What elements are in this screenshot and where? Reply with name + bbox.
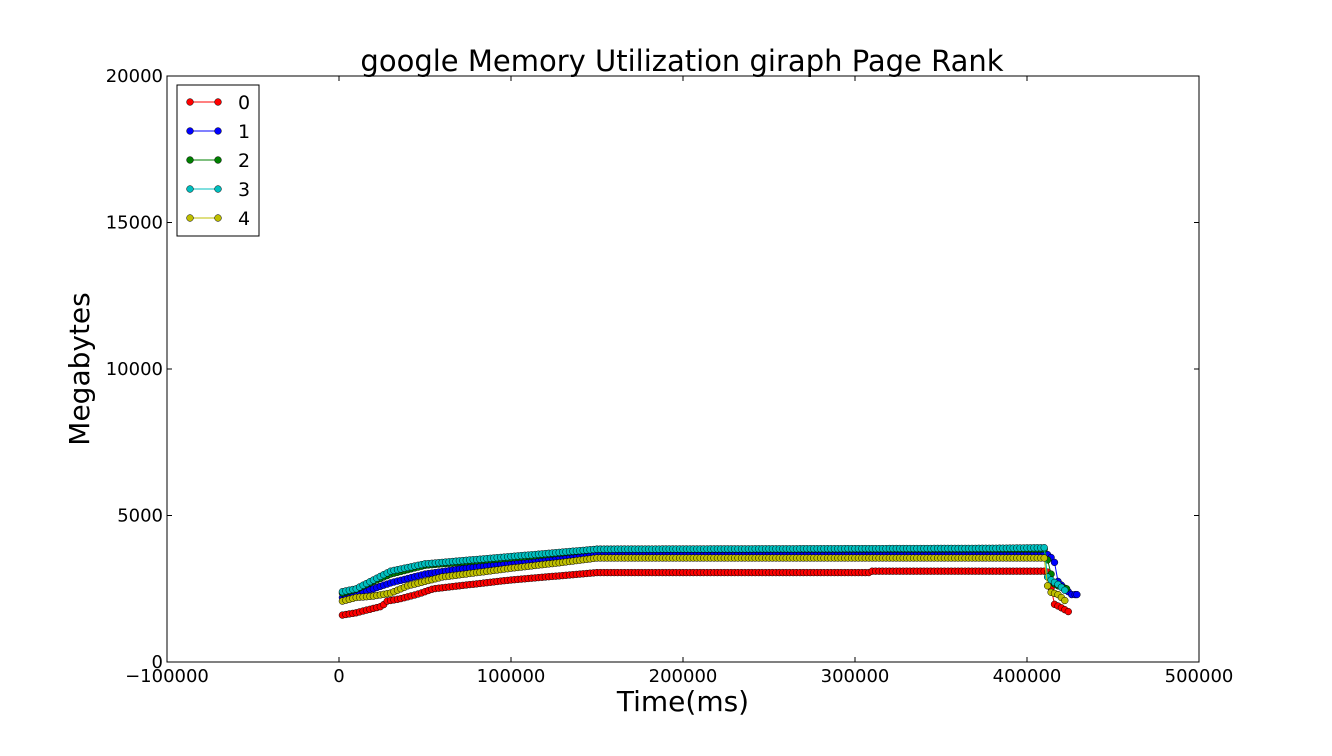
legend-label: 2 <box>238 150 250 172</box>
legend-label: 1 <box>238 121 250 143</box>
legend: 0 1 2 3 4 <box>176 84 260 237</box>
x-tick-label: 0 <box>333 666 344 687</box>
legend-marker <box>186 127 194 135</box>
x-tick-label: −100000 <box>125 666 209 687</box>
data-point-series-3 <box>1061 586 1069 594</box>
plot-area: −100000 0 100000 200000 300000 400000 50000005… <box>106 66 1234 687</box>
legend-item-4: 4 <box>186 208 250 230</box>
legend-item-1: 1 <box>186 121 250 143</box>
legend-marker <box>214 185 222 193</box>
legend-marker <box>186 214 194 222</box>
y-tick-label: 5000 <box>117 506 163 527</box>
legend-item-2: 2 <box>186 150 250 172</box>
x-tick-label: 500000 <box>1165 666 1234 687</box>
data-point-series-1 <box>1050 558 1059 567</box>
legend-label: 3 <box>238 179 250 201</box>
x-tick-label: 100000 <box>477 666 546 687</box>
legend-marker <box>214 156 222 164</box>
series-0 <box>338 567 1072 619</box>
data-point-series-0 <box>1064 607 1072 616</box>
legend-item-0: 0 <box>186 92 250 114</box>
data-point-series-4 <box>1040 554 1048 562</box>
data-point-series-1 <box>1073 590 1081 599</box>
legend-marker <box>214 98 222 106</box>
y-tick-label: 20000 <box>106 66 163 87</box>
series-4 <box>338 554 1069 605</box>
x-tick-label: 300000 <box>821 666 890 687</box>
legend-label: 0 <box>238 92 250 114</box>
series-3 <box>338 544 1069 596</box>
x-tick-label: 400000 <box>993 666 1062 687</box>
legend-marker <box>186 98 194 106</box>
data-point-series-4 <box>1043 582 1052 590</box>
data-point-series-4 <box>1061 596 1069 605</box>
y-tick-label: 15000 <box>106 213 163 234</box>
y-tick-label: 0 <box>152 652 163 673</box>
legend-marker <box>186 156 194 164</box>
legend-marker <box>214 214 222 222</box>
legend-marker <box>186 185 194 193</box>
x-tick-label: 200000 <box>649 666 718 687</box>
chart-title: google Memory Utilization giraph Page Ra… <box>360 44 1003 78</box>
data-point-series-3 <box>1040 544 1048 552</box>
y-axis-title: Megabytes <box>63 292 96 445</box>
legend-label: 4 <box>238 208 250 230</box>
x-axis-title: Time(ms) <box>616 685 749 718</box>
legend-marker <box>214 127 222 135</box>
legend-item-3: 3 <box>186 179 250 201</box>
y-tick-label: 10000 <box>106 359 163 380</box>
